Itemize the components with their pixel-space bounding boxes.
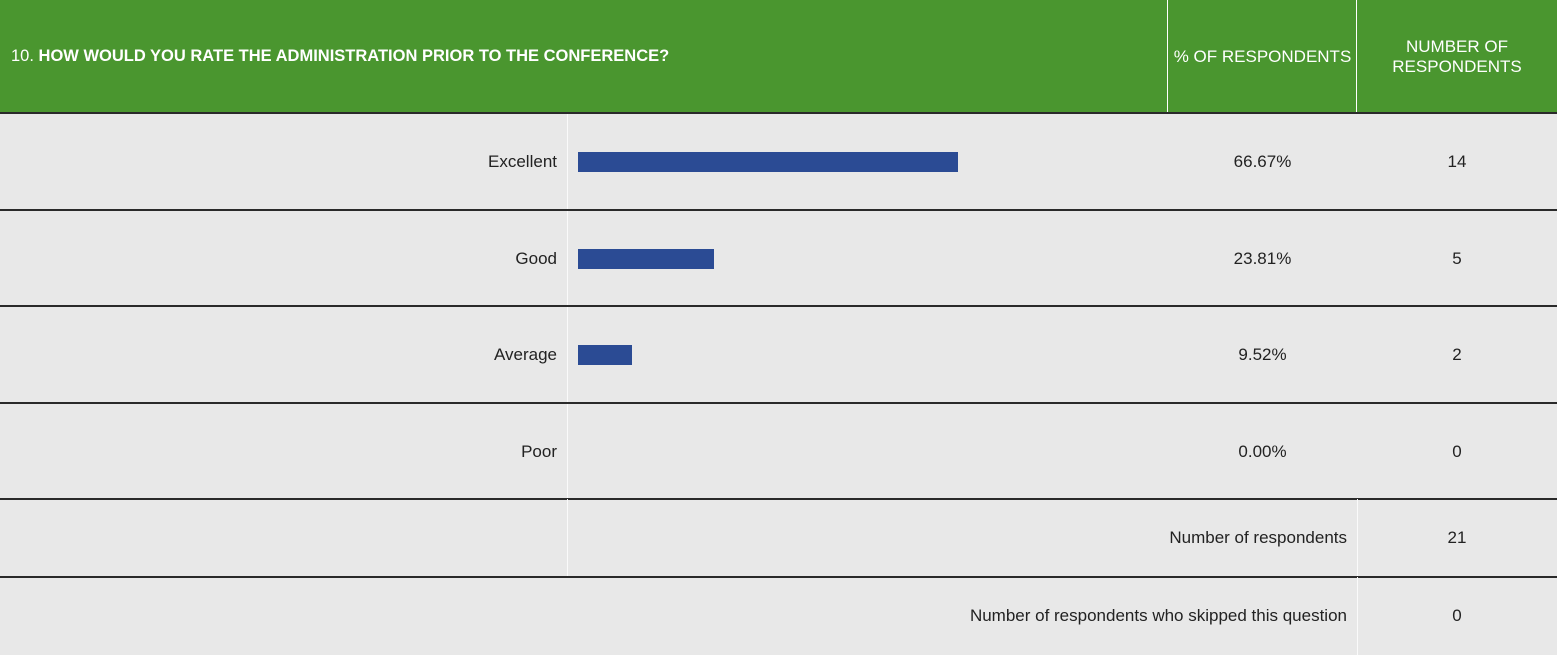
bar xyxy=(578,151,959,172)
percent: 66.67% xyxy=(1233,151,1292,171)
count-column-header: NUMBER OF RESPONDENTS xyxy=(1392,36,1522,76)
row-line xyxy=(0,112,1557,114)
question: 10. HOW WOULD YOU RATE THE ADMINISTRATIO… xyxy=(11,0,1161,113)
divider xyxy=(1357,499,1358,577)
divider xyxy=(1167,0,1168,113)
divider xyxy=(567,499,568,577)
row-line xyxy=(0,498,1557,500)
question-number: 10. xyxy=(11,47,34,65)
count: 5 xyxy=(1452,248,1462,268)
percent: 9.52% xyxy=(1238,344,1287,364)
table-header: 10. HOW WOULD YOU RATE THE ADMINISTRATIO… xyxy=(0,0,1557,113)
total-label: Number of respondents xyxy=(1169,528,1347,547)
bar xyxy=(578,344,633,365)
divider xyxy=(1356,0,1357,113)
count: 14 xyxy=(1447,151,1467,171)
percent-column-header: % OF RESPONDENTS xyxy=(1173,46,1352,66)
row-line xyxy=(0,402,1557,404)
row-label: Poor xyxy=(521,441,557,461)
divider xyxy=(567,210,568,307)
skipped-label: Number of respondents who skipped this q… xyxy=(969,606,1347,625)
divider xyxy=(567,306,568,403)
percent: 0.00% xyxy=(1238,441,1287,461)
percent: 23.81% xyxy=(1233,248,1292,268)
row-label: Good xyxy=(515,248,557,268)
divider xyxy=(1357,577,1358,655)
row-line xyxy=(0,305,1557,307)
row-line xyxy=(0,209,1557,211)
total-value: 21 xyxy=(1447,528,1467,547)
row-label: Excellent xyxy=(488,151,557,171)
row-label: Average xyxy=(493,344,557,364)
divider xyxy=(567,113,568,210)
bar xyxy=(578,248,714,269)
row-line xyxy=(0,576,1557,578)
divider xyxy=(567,403,568,500)
count: 2 xyxy=(1452,344,1462,364)
skipped-value: 0 xyxy=(1452,606,1462,625)
count: 0 xyxy=(1452,441,1462,461)
question-text: HOW WOULD YOU RATE THE ADMINISTRATION PR… xyxy=(38,47,670,65)
